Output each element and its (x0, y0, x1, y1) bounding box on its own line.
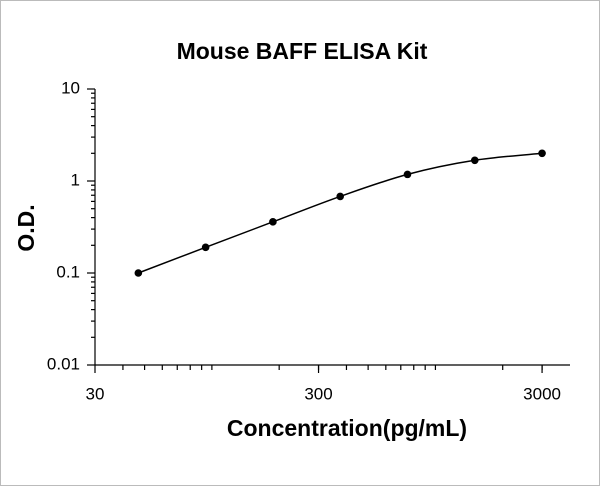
x-tick-label: 3000 (523, 384, 561, 403)
y-axis-title: O.D. (13, 204, 39, 251)
y-tick-label: 1 (71, 170, 80, 189)
data-point (134, 269, 143, 277)
data-point (470, 156, 479, 165)
x-tick-label: 30 (86, 384, 105, 403)
y-tick-label: 10 (61, 78, 80, 97)
data-point (269, 218, 277, 226)
data-point (201, 243, 210, 252)
x-tick-label: 300 (304, 384, 332, 403)
chart-title: Mouse BAFF ELISA Kit (177, 38, 428, 64)
data-point (403, 170, 412, 179)
y-tick-label: 0.1 (56, 262, 80, 281)
y-tick-label: 0.01 (47, 354, 80, 373)
x-axis-title: Concentration(pg/mL) (227, 415, 467, 441)
data-point (538, 149, 546, 158)
data-point (336, 192, 344, 201)
